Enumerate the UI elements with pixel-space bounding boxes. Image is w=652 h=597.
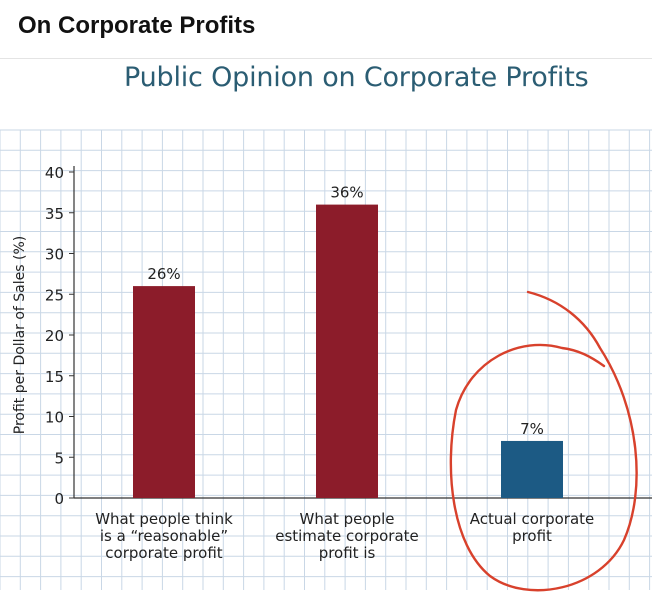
category-label-line: Actual corporate [470, 510, 595, 528]
category-label-line: What people think [95, 510, 233, 528]
chart-bars [133, 204, 563, 498]
category-label: Actual corporate profit [470, 510, 595, 545]
bar-value-label: 7% [520, 420, 544, 438]
y-tick-label: 25 [45, 286, 64, 304]
post-header: On Corporate Profits [0, 0, 652, 59]
category-label-line: corporate profit [105, 544, 223, 562]
category-label: What people estimate corporate profit is [275, 510, 419, 562]
y-tick-label: 0 [54, 490, 64, 508]
bar-value-label: 26% [147, 265, 180, 283]
chart-labels: 26% What people think is a “reasonable” cor… [95, 184, 594, 562]
bar [501, 440, 563, 498]
post-title: On Corporate Profits [18, 12, 256, 39]
y-tick-label: 40 [45, 164, 64, 182]
category-label-line: estimate corporate [275, 527, 419, 545]
category-label-line: profit is [319, 544, 376, 562]
y-tick-label: 15 [45, 368, 64, 386]
y-tick-label: 30 [45, 246, 64, 264]
y-tick-label: 10 [45, 409, 64, 427]
category-label-line: What people [299, 510, 394, 528]
annotation-circle [449, 290, 638, 592]
bar-value-label: 36% [330, 184, 363, 202]
y-axis-label: Profit per Dollar of Sales (%) [12, 236, 28, 434]
category-label-line: profit [512, 527, 552, 545]
category-label-line: is a “reasonable” [100, 527, 228, 545]
bar [316, 204, 378, 498]
bar [133, 286, 195, 498]
y-tick-label: 20 [45, 327, 64, 345]
y-tick-label: 5 [54, 449, 64, 467]
chart-title: Public Opinion on Corporate Profits [124, 62, 589, 93]
red-circle-stroke [449, 290, 638, 592]
category-label: What people think is a “reasonable” corpor… [95, 510, 233, 562]
y-tick-label: 35 [45, 205, 64, 223]
